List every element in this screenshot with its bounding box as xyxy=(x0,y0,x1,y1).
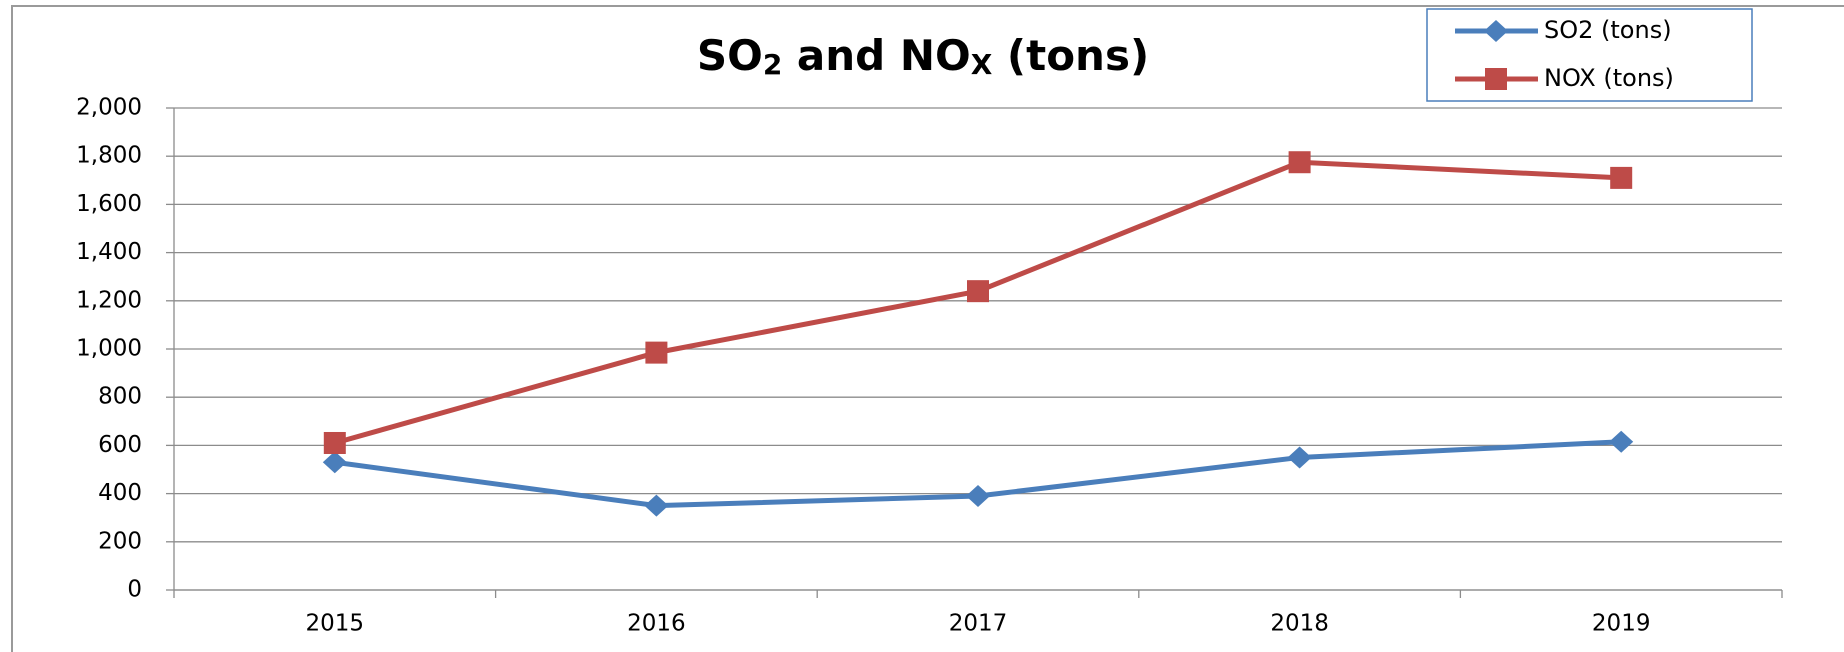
y-tick-label: 2,000 xyxy=(76,95,142,121)
y-tick-label: 400 xyxy=(98,480,142,506)
data-point xyxy=(323,431,346,454)
legend-label: SO2 (tons) xyxy=(1544,16,1672,44)
data-point xyxy=(1609,430,1634,453)
legend-marker xyxy=(1485,68,1507,90)
y-tick-label: 1,600 xyxy=(76,191,142,217)
y-tick-label: 600 xyxy=(98,432,142,458)
data-point xyxy=(1610,166,1633,189)
y-tick-label: 1,400 xyxy=(76,239,142,265)
x-tick-label: 2015 xyxy=(306,611,365,637)
data-point xyxy=(322,451,347,474)
title-run: and NO xyxy=(782,31,970,80)
data-point xyxy=(967,280,989,303)
legend-marker xyxy=(1484,20,1508,42)
x-tick-label: 2019 xyxy=(1592,611,1651,637)
x-tick-label: 2016 xyxy=(627,611,686,637)
data-point xyxy=(1288,151,1311,174)
y-tick-label: 1,000 xyxy=(76,336,142,362)
chart-title: SO2 and NOX (tons) xyxy=(697,31,1149,82)
y-tick-label: 800 xyxy=(98,384,142,410)
data-point xyxy=(644,494,669,517)
legend-box xyxy=(1426,8,1753,102)
data-point xyxy=(1287,446,1312,469)
title-run: (tons) xyxy=(992,31,1149,80)
title-run: X xyxy=(971,48,993,81)
title-run: SO xyxy=(697,31,763,80)
y-tick-label: 1,200 xyxy=(76,287,142,313)
y-tick-label: 200 xyxy=(98,528,142,554)
y-tick-label: 0 xyxy=(127,577,142,603)
title-run: 2 xyxy=(763,48,782,81)
data-point xyxy=(966,485,990,508)
y-tick-label: 1,800 xyxy=(76,143,142,169)
legend-label: NOX (tons) xyxy=(1544,64,1674,92)
x-tick-label: 2017 xyxy=(949,611,1008,637)
data-point xyxy=(645,341,668,364)
x-tick-label: 2018 xyxy=(1270,611,1329,637)
chart-border xyxy=(11,5,1844,652)
